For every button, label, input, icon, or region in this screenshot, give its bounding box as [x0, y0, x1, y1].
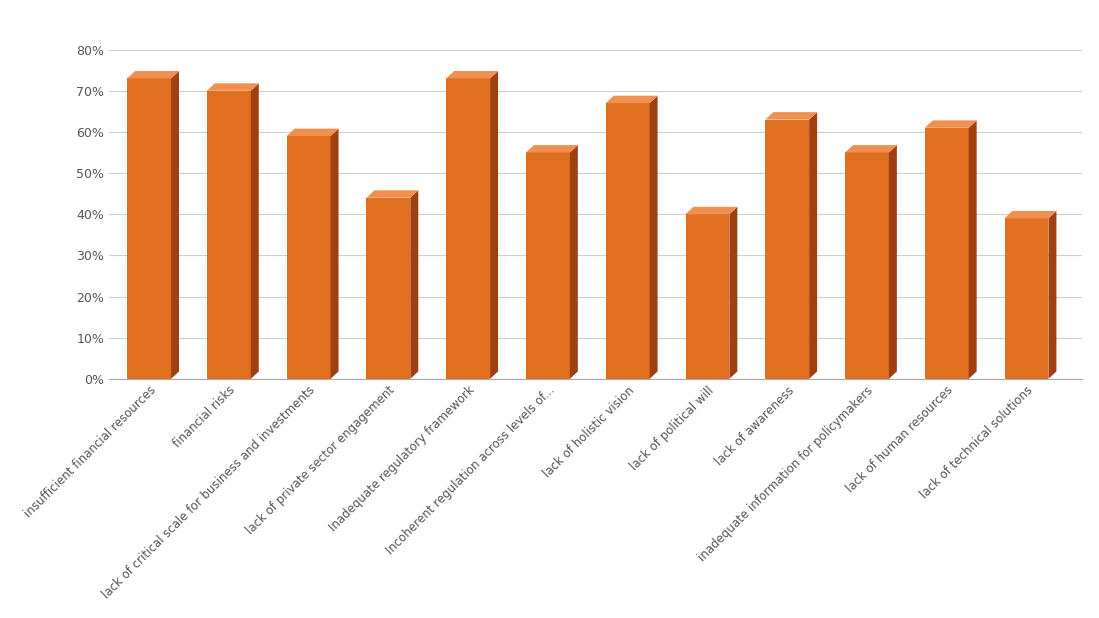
Polygon shape	[765, 112, 818, 119]
Polygon shape	[845, 145, 897, 153]
Polygon shape	[1004, 211, 1056, 218]
Polygon shape	[650, 96, 657, 379]
Polygon shape	[686, 207, 737, 214]
Polygon shape	[287, 136, 331, 379]
Polygon shape	[606, 103, 650, 379]
Polygon shape	[1048, 211, 1056, 379]
Polygon shape	[207, 83, 258, 91]
Polygon shape	[446, 71, 498, 78]
Polygon shape	[924, 121, 977, 128]
Polygon shape	[446, 78, 490, 379]
Polygon shape	[570, 145, 578, 379]
Polygon shape	[366, 198, 410, 379]
Polygon shape	[686, 214, 730, 379]
Polygon shape	[127, 71, 179, 78]
Polygon shape	[809, 112, 818, 379]
Polygon shape	[526, 153, 570, 379]
Polygon shape	[331, 129, 338, 379]
Polygon shape	[889, 145, 897, 379]
Polygon shape	[845, 153, 889, 379]
Polygon shape	[730, 207, 737, 379]
Polygon shape	[207, 91, 251, 379]
Polygon shape	[526, 145, 578, 153]
Polygon shape	[171, 71, 179, 379]
Polygon shape	[1004, 218, 1048, 379]
Polygon shape	[765, 119, 809, 379]
Polygon shape	[251, 83, 258, 379]
Polygon shape	[287, 129, 338, 136]
Polygon shape	[968, 121, 977, 379]
Polygon shape	[127, 78, 171, 379]
Polygon shape	[924, 128, 968, 379]
Polygon shape	[410, 190, 419, 379]
Polygon shape	[366, 190, 419, 198]
Polygon shape	[490, 71, 498, 379]
Polygon shape	[606, 96, 657, 103]
